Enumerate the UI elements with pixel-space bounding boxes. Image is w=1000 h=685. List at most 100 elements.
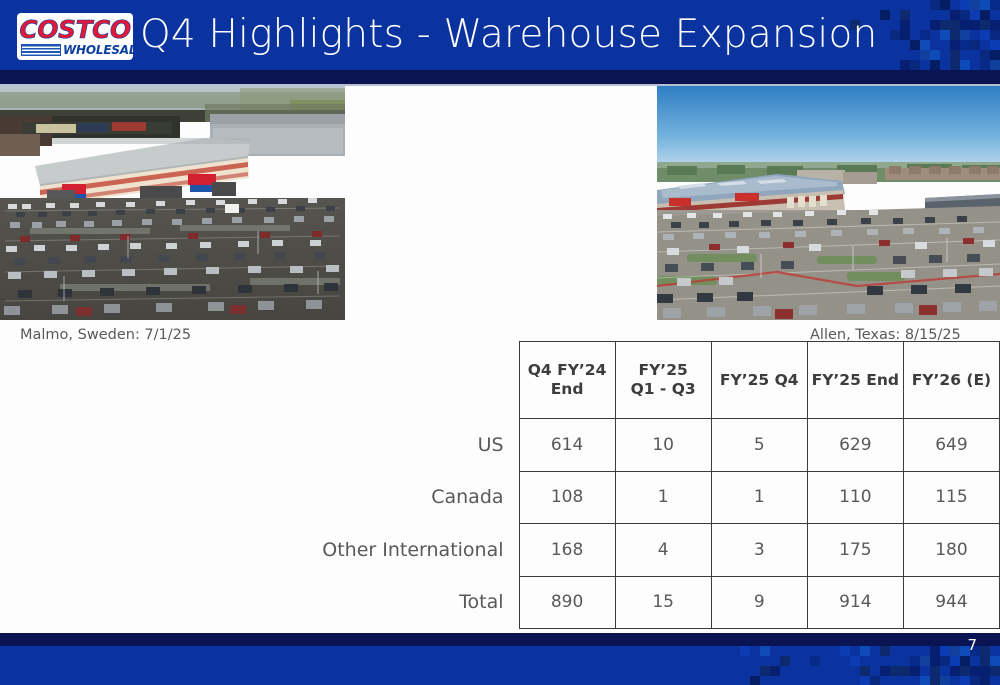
- checker-square: [880, 10, 890, 20]
- column-header-line: End: [521, 380, 614, 399]
- table-header-row: Q4 FY’24 End FY’25 Q1 - Q3 FY’25 Q4 FY’2…: [273, 342, 1000, 419]
- checker-square: [970, 0, 980, 10]
- checker-square: [950, 50, 960, 60]
- checker-square: [900, 10, 910, 20]
- row-label-total: Total: [273, 576, 519, 629]
- checker-square: [970, 10, 980, 20]
- column-header-fy25-q4: FY’25 Q4: [711, 342, 807, 419]
- column-header-fy25-q1-q3: FY’25 Q1 - Q3: [615, 342, 711, 419]
- checker-square: [960, 30, 970, 40]
- checker-square: [930, 20, 940, 30]
- cell-other-fy25q1q3: 4: [615, 524, 711, 577]
- checker-square: [880, 40, 890, 50]
- checker-square: [980, 50, 990, 60]
- checker-square: [860, 676, 870, 685]
- checker-square: [890, 666, 900, 676]
- page-title: Q4 Highlights - Warehouse Expansion: [140, 8, 877, 62]
- warehouse-count-table: Q4 FY’24 End FY’25 Q1 - Q3 FY’25 Q4 FY’2…: [273, 341, 1000, 629]
- checker-square: [900, 30, 910, 40]
- checker-square: [990, 20, 1000, 30]
- checker-square: [980, 0, 990, 10]
- table-row: Other International 168 4 3 175 180: [273, 524, 1000, 577]
- header-navy-underline: [0, 70, 1000, 84]
- row-label-us: US: [273, 419, 519, 472]
- checker-square: [980, 30, 990, 40]
- checker-square: [920, 30, 930, 40]
- cell-total-fy25q1q3: 15: [615, 576, 711, 629]
- checker-square: [960, 20, 970, 30]
- checker-square: [740, 646, 750, 656]
- checker-square: [980, 676, 990, 685]
- warehouse-count-table-wrapper: Q4 FY’24 End FY’25 Q1 - Q3 FY’25 Q4 FY’2…: [273, 341, 1000, 629]
- checker-square: [920, 50, 930, 60]
- checker-square: [940, 656, 950, 666]
- checker-square: [940, 676, 950, 685]
- checker-square: [880, 646, 890, 656]
- cell-us-fy25end: 629: [807, 419, 903, 472]
- cell-total-fy25end: 914: [807, 576, 903, 629]
- malmo-aerial-illustration: [0, 86, 345, 320]
- column-header-line: FY’25: [617, 361, 710, 380]
- checker-square: [860, 666, 870, 676]
- cell-canada-fy25end: 110: [807, 471, 903, 524]
- checker-square: [940, 20, 950, 30]
- checker-square: [950, 60, 960, 70]
- checker-square: [990, 676, 1000, 685]
- table-row: Total 890 15 9 914 944: [273, 576, 1000, 629]
- cell-us-fy26e: 649: [903, 419, 999, 472]
- footer-checker-pattern: [700, 646, 1000, 685]
- checker-square: [960, 0, 970, 10]
- checker-square: [920, 0, 930, 10]
- checker-square: [970, 20, 980, 30]
- checker-square: [960, 676, 970, 685]
- checker-square: [780, 656, 790, 666]
- checker-square: [900, 60, 910, 70]
- checker-square: [980, 60, 990, 70]
- checker-square: [980, 656, 990, 666]
- checker-square: [930, 0, 940, 10]
- checker-square: [750, 676, 760, 685]
- checker-square: [960, 10, 970, 20]
- cell-canada-fy25q1q3: 1: [615, 471, 711, 524]
- checker-square: [910, 40, 920, 50]
- checker-square: [970, 676, 980, 685]
- table-row: US 614 10 5 629 649: [273, 419, 1000, 472]
- header-corner-cell: [273, 342, 519, 419]
- checker-square: [990, 0, 1000, 10]
- checker-square: [940, 30, 950, 40]
- checker-square: [960, 60, 970, 70]
- checker-square: [960, 50, 970, 60]
- checker-square: [880, 666, 890, 676]
- checker-square: [930, 50, 940, 60]
- photo-malmo-sweden: [0, 86, 345, 320]
- checker-square: [900, 646, 910, 656]
- checker-square: [920, 656, 930, 666]
- costco-logo: COSTCO WHOLESALE: [17, 13, 133, 60]
- checker-square: [910, 666, 920, 676]
- checker-square: [950, 656, 960, 666]
- checker-square: [950, 10, 960, 20]
- checker-square: [930, 666, 940, 676]
- checker-square: [940, 0, 950, 10]
- checker-square: [950, 20, 960, 30]
- checker-square: [930, 656, 940, 666]
- checker-square: [890, 30, 900, 40]
- slide: COSTCO WHOLESALE Q4 Highlights - Warehou…: [0, 0, 1000, 685]
- footer-navy-strip: [0, 633, 1000, 646]
- checker-square: [920, 10, 930, 20]
- checker-square: [930, 676, 940, 685]
- cell-us-fy25q1q3: 10: [615, 419, 711, 472]
- checker-square: [870, 676, 880, 685]
- row-label-other-international: Other International: [273, 524, 519, 577]
- checker-square: [910, 0, 920, 10]
- checker-square: [950, 40, 960, 50]
- column-header-fy26-e: FY’26 (E): [903, 342, 999, 419]
- column-header-q4-fy24-end: Q4 FY’24 End: [519, 342, 615, 419]
- checker-square: [970, 666, 980, 676]
- checker-square: [990, 50, 1000, 60]
- checker-square: [990, 40, 1000, 50]
- checker-square: [980, 10, 990, 20]
- checker-square: [900, 666, 910, 676]
- photo-allen-texas: [657, 86, 1000, 320]
- cell-total-q4fy24end: 890: [519, 576, 615, 629]
